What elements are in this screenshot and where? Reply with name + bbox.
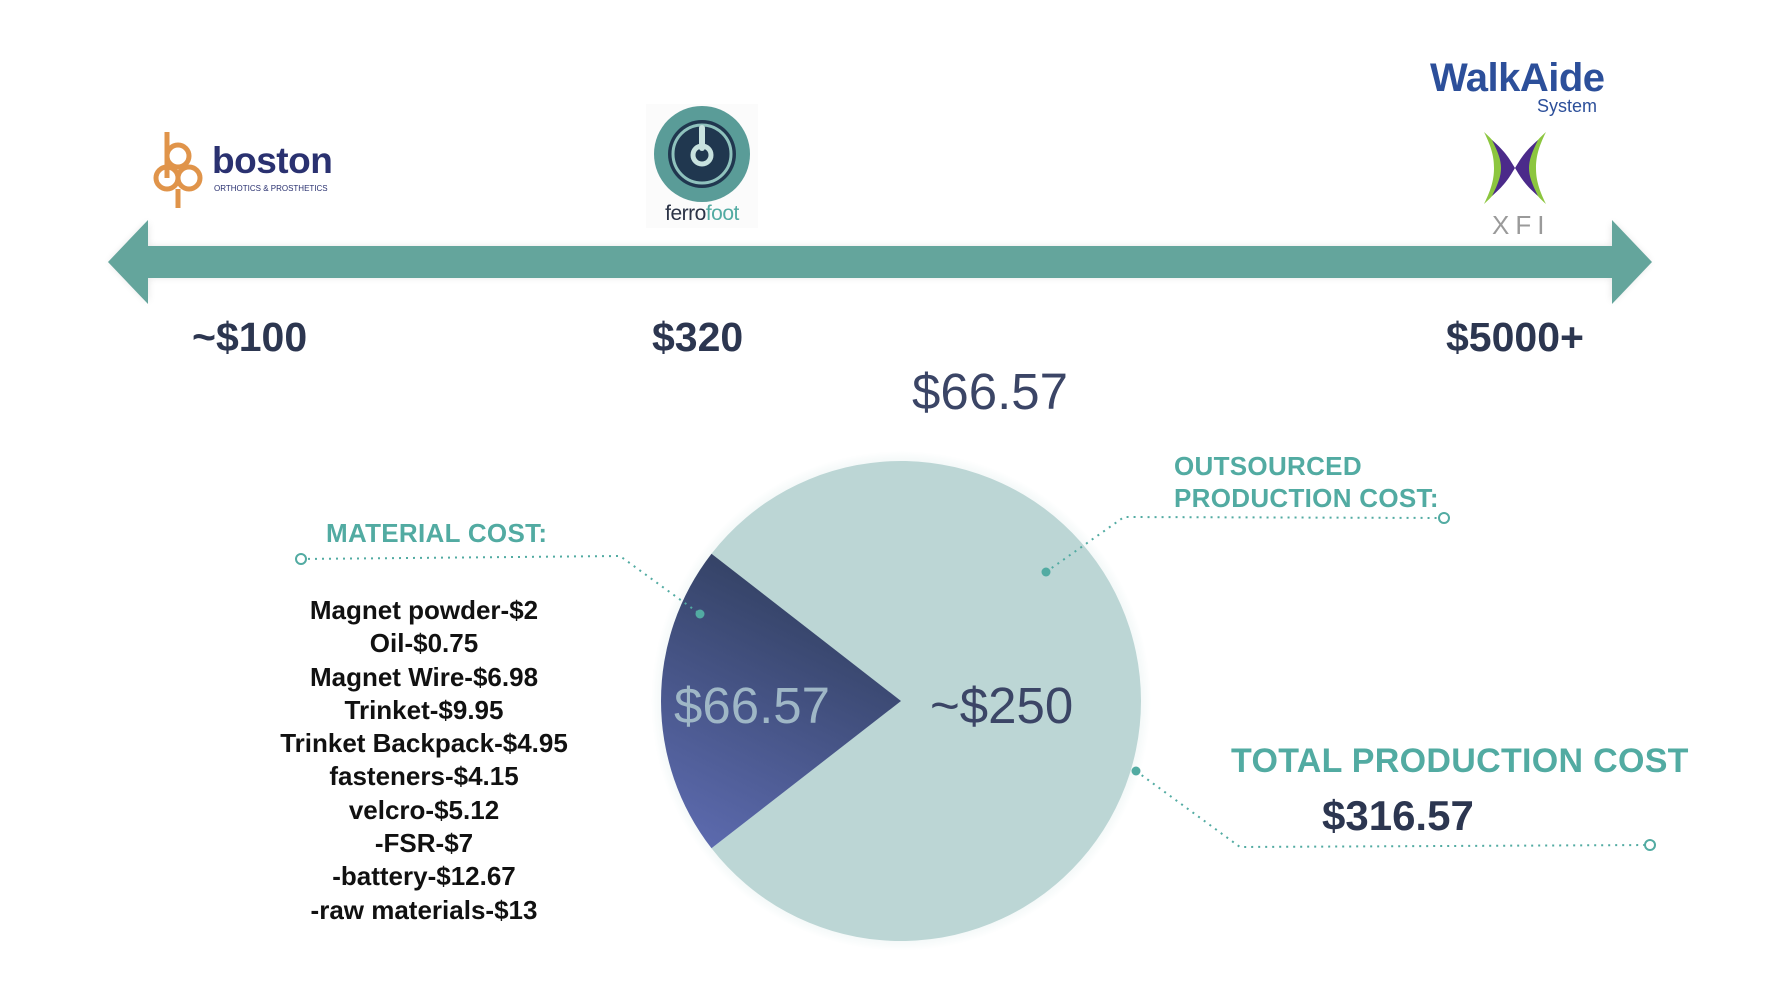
boston-logo-mark-icon	[153, 132, 203, 208]
ferrofoot-logo: ferrofoot	[646, 104, 758, 228]
chart-title: $66.57	[912, 363, 1068, 420]
timeline-arrow	[108, 220, 1652, 304]
boston-logo-subtext: ORTHOTICS & PROSTHETICS	[214, 184, 328, 193]
material-item: Oil-$0.75	[369, 628, 479, 659]
material-leader-dot	[695, 609, 705, 619]
material-item: -battery-$12.67	[332, 861, 516, 892]
material-item: fasteners-$4.15	[329, 761, 519, 792]
walkaide-logo-text: WalkAide	[1430, 56, 1605, 100]
material-item: velcro-$5.12	[348, 794, 500, 825]
price-boston: ~$100	[192, 314, 308, 360]
pie-slice-outsourced	[711, 461, 1142, 942]
outsourced-leader-dot	[1041, 567, 1051, 577]
total-leader-line	[1135, 770, 1651, 849]
total-leader-end	[1644, 839, 1656, 851]
material-leader-line	[300, 554, 701, 615]
total-leader-dot	[1131, 766, 1141, 776]
total-cost-heading: TOTAL PRODUCTION COST	[1231, 742, 1689, 780]
pie-slice-label-outsourced: ~$250	[930, 677, 1074, 734]
walkaide-logo: WalkAide System XFI	[1422, 52, 1622, 242]
material-leader-end	[295, 553, 307, 565]
material-item: Trinket-$9.95	[344, 694, 504, 725]
leader-dots	[295, 512, 1656, 851]
walkaide-logo-subtext: System	[1537, 96, 1598, 116]
material-item: -raw materials-$13	[310, 894, 538, 925]
pie-slices	[661, 461, 1142, 942]
pie-slice-label-material: $66.57	[674, 677, 830, 734]
xfi-logo-text: XFI	[1492, 210, 1551, 240]
outsourced-leader-end	[1438, 512, 1450, 524]
boston-logo-text: boston	[212, 140, 333, 181]
material-item: -FSR-$7	[374, 828, 474, 859]
price-walkaide: $5000+	[1446, 314, 1584, 360]
material-cost-heading: MATERIAL COST:	[326, 518, 548, 548]
ferrofoot-logo-text: ferrofoot	[665, 202, 739, 225]
material-item: Magnet powder-$2	[309, 595, 539, 625]
material-item: Magnet Wire-$6.98	[309, 661, 539, 692]
pie-slice-material	[661, 553, 901, 849]
outsourced-cost-heading: OUTSOURCED PRODUCTION COST:	[1174, 451, 1439, 513]
xfi-logo-mark-icon	[1484, 132, 1546, 204]
boston-logo: boston ORTHOTICS & PROSTHETICS	[148, 126, 348, 212]
outsourced-leader-line	[1045, 515, 1445, 573]
price-ferrofoot: $320	[652, 314, 744, 360]
leader-lines	[300, 515, 1651, 849]
material-item: Trinket Backpack-$4.95	[280, 728, 568, 759]
ferrofoot-logo-mark-icon	[654, 106, 750, 202]
material-cost-list: Magnet powder-$2 Oil-$0.75 Magnet Wire-$…	[214, 594, 634, 927]
total-cost-value: $316.57	[1322, 792, 1474, 839]
